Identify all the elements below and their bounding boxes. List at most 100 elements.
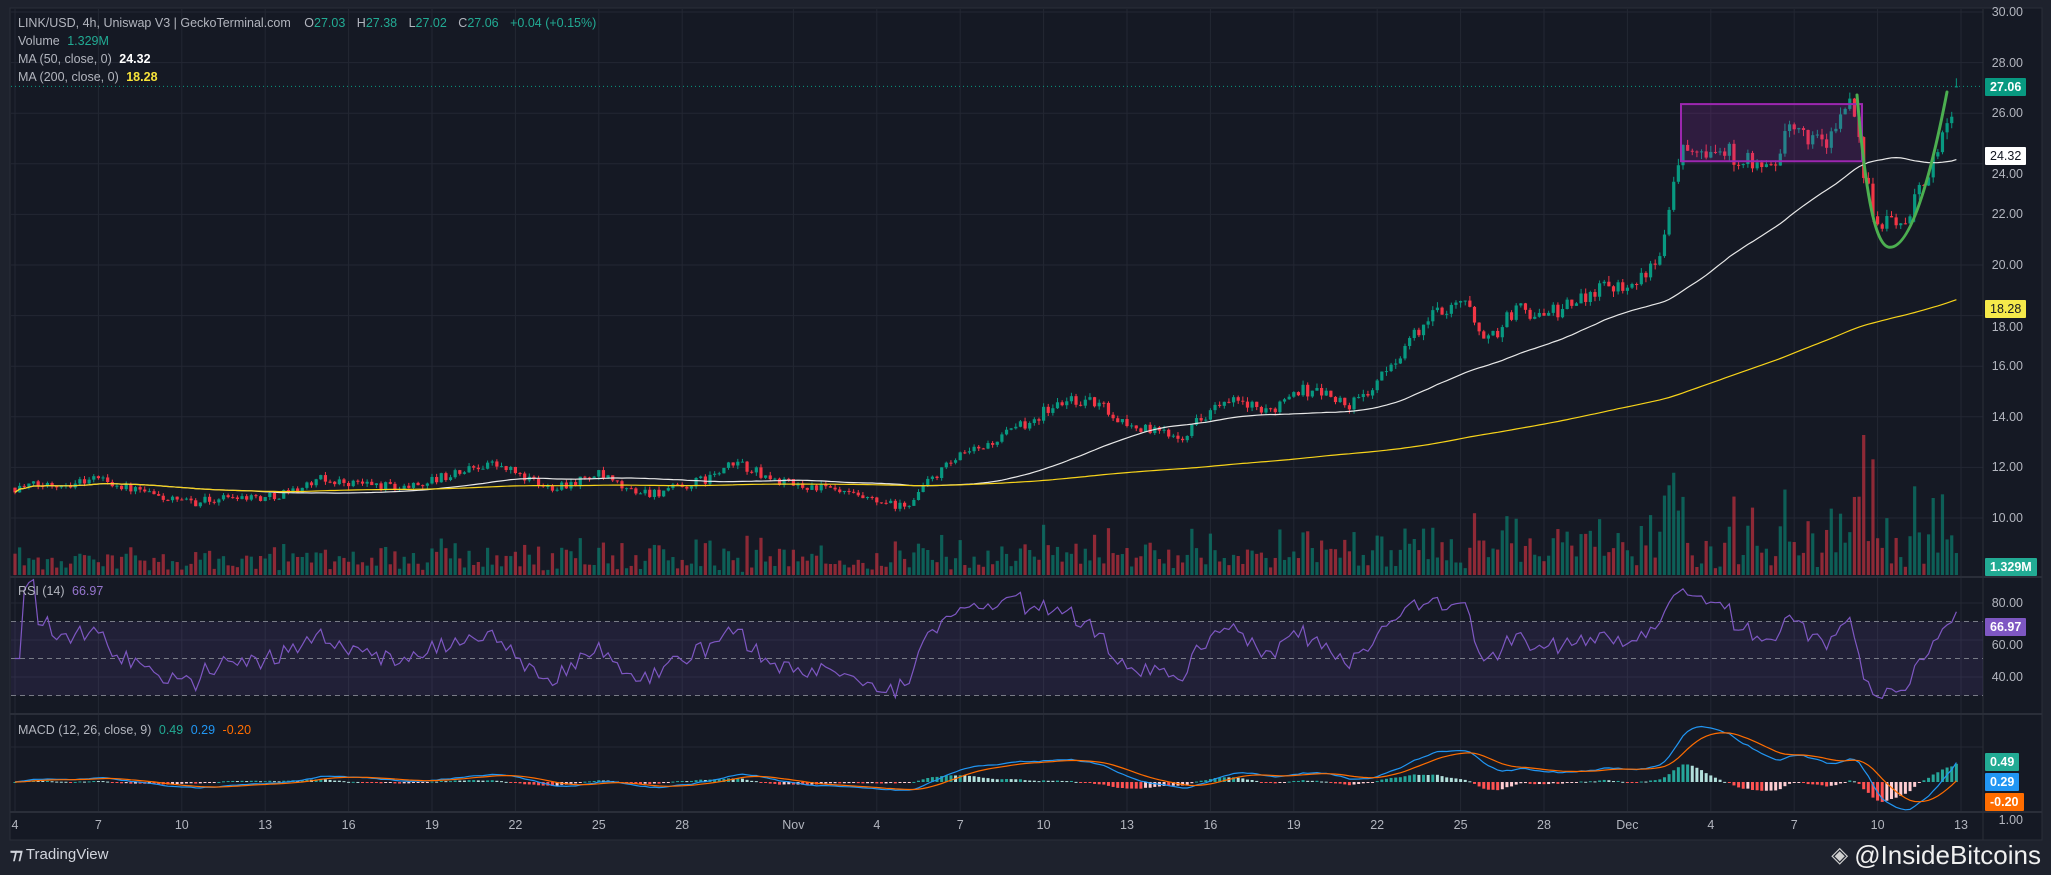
volume-bar (1579, 534, 1583, 575)
candle-body (1746, 152, 1750, 165)
candle-body (1695, 151, 1699, 153)
macd-histogram-bar (634, 782, 638, 784)
macd-histogram-bar (1259, 782, 1263, 783)
candle-body (587, 477, 592, 479)
tradingview-logo-icon: ⁊⁊ (10, 846, 23, 863)
macd-histogram-bar (1236, 777, 1240, 782)
drawings[interactable] (1680, 90, 1949, 249)
candle-body (750, 471, 754, 473)
candle-body (768, 475, 772, 480)
volume-bar (319, 553, 323, 575)
macd-histogram-bar (1880, 782, 1884, 802)
macd-histogram-bar (1574, 782, 1578, 783)
volume-bar (1051, 555, 1055, 575)
volume-bar (1950, 535, 1954, 575)
candle-body (1102, 402, 1106, 404)
candle-body (221, 495, 226, 500)
candle-body (175, 496, 179, 500)
volume-bar (1190, 528, 1194, 575)
macd-histogram-bar (1561, 782, 1565, 784)
candle-body (1889, 216, 1894, 218)
tradingview-logo[interactable]: ⁊⁊ TradingView (10, 845, 108, 864)
volume-bar (1153, 550, 1157, 575)
macd-histogram-bar (1829, 782, 1833, 786)
macd-histogram-bar (490, 780, 494, 782)
axis-label: 80.00 (1991, 596, 2023, 610)
macd-histogram-bar (1324, 781, 1328, 783)
candle-body (1486, 335, 1490, 339)
volume-bar (597, 547, 601, 575)
volume-bar (1074, 543, 1078, 575)
macd-histogram-bar (282, 780, 286, 782)
candle-body (1408, 338, 1412, 346)
candle-body (323, 475, 328, 482)
candle-body (967, 451, 972, 453)
candle-body (1014, 426, 1018, 429)
macd-histogram-bar (1417, 774, 1421, 782)
volume-bar (865, 568, 870, 575)
macd-histogram-bar (1649, 780, 1653, 782)
candle-body (513, 466, 517, 474)
macd-histogram-bar (1171, 782, 1175, 786)
volume-bar (977, 564, 981, 575)
volume-bar (1204, 564, 1208, 575)
volume-bar (453, 543, 457, 575)
macd-histogram-bar (778, 782, 781, 785)
macd-histogram-bar (745, 779, 749, 782)
volume-bar (1435, 557, 1440, 575)
candle-body (78, 479, 82, 484)
candle-body (907, 505, 911, 507)
candle-body (1894, 217, 1898, 226)
candle-body (754, 467, 758, 473)
candle-body (309, 482, 314, 486)
candle-body (1417, 329, 1421, 336)
volume-bar (1384, 566, 1389, 575)
macd-histogram-bar (773, 782, 777, 784)
macd-histogram-bar (838, 782, 842, 784)
open-label: O (304, 16, 315, 30)
candle-body (1074, 396, 1078, 405)
volume-bar (1162, 563, 1166, 575)
volume-bar (1913, 486, 1917, 575)
macd-histogram-bar (319, 778, 323, 782)
volume-bar (374, 565, 378, 575)
volume-bar (314, 552, 318, 575)
macd-histogram-bar (1361, 782, 1365, 784)
rsi-band (11, 621, 1983, 696)
volume-bar (198, 559, 202, 575)
volume-bar (1820, 552, 1824, 575)
volume-bar (796, 561, 800, 575)
time-tick-label: 16 (341, 818, 356, 832)
macd-histogram-bar (847, 782, 851, 784)
volume-bar (1116, 554, 1120, 575)
volume-bar (27, 558, 31, 575)
volume-bar (1625, 550, 1629, 575)
volume-bar (175, 562, 179, 575)
candle-body (1815, 134, 1819, 136)
candle-body (1292, 392, 1296, 397)
volume-bar (147, 570, 151, 575)
candle-body (226, 495, 230, 498)
macd-histogram-bar (138, 782, 142, 784)
candle-body (133, 487, 138, 492)
volume-bar (1876, 538, 1880, 575)
candle-body (1621, 282, 1625, 291)
volume-bar (1565, 531, 1569, 575)
macd-histogram-bar (537, 782, 541, 786)
candle-body (981, 448, 985, 450)
candle-body (198, 502, 202, 507)
macd-histogram-bar (486, 780, 490, 782)
candle-body (578, 476, 582, 486)
volume-bar (504, 555, 508, 575)
volume-bar (254, 568, 258, 575)
macd-histogram-bar (685, 781, 689, 783)
candle-body (1148, 424, 1152, 434)
volume-bar (1838, 513, 1843, 575)
ma50-legend: MA (50, close, 0) 24.32 (18, 50, 155, 68)
candle-body (1454, 302, 1458, 305)
macd-histogram-bar (323, 779, 327, 782)
volume-bar (759, 537, 763, 575)
volume-bar (1333, 549, 1338, 575)
volume-bar (92, 559, 96, 575)
